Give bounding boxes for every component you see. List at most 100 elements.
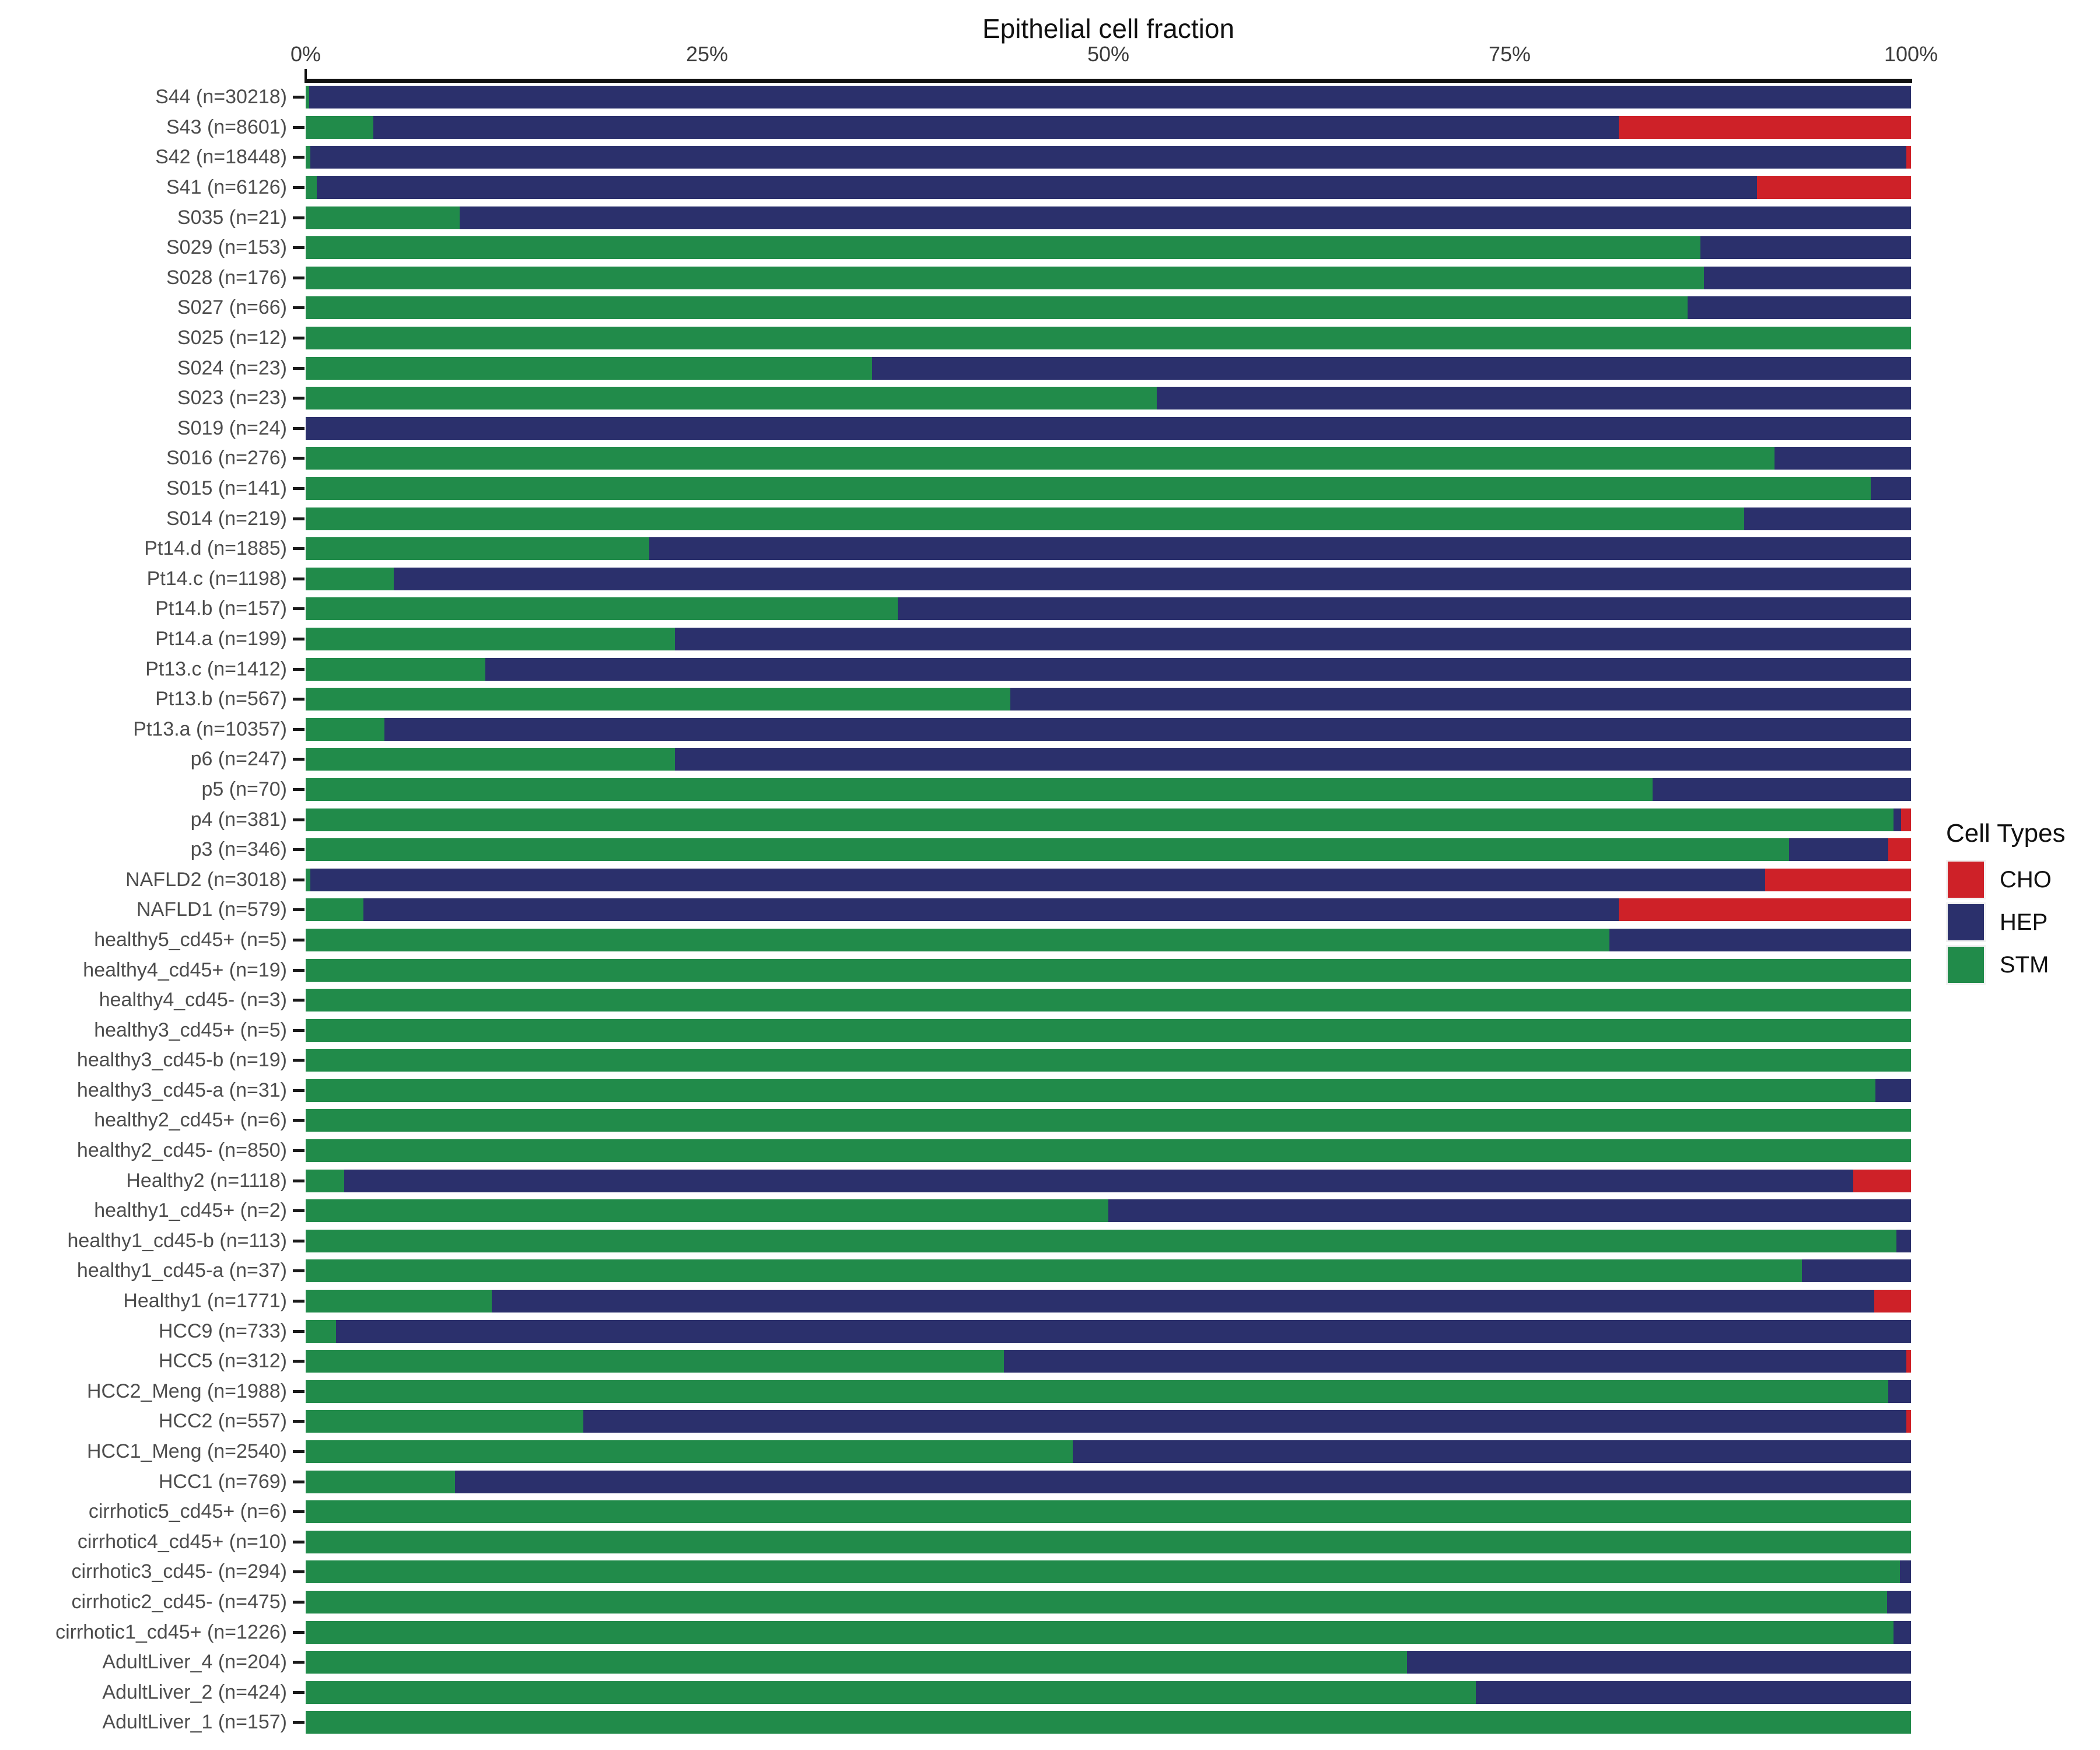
stacked-bar [306,958,1911,982]
bar-segment-hep [1801,1259,1911,1283]
chart-row: HCC2 (n=557) [0,1406,2100,1437]
chart-row: S024 (n=23) [0,353,2100,383]
row-label: AdultLiver_2 (n=424) [102,1681,287,1703]
y-tick-mark [293,1179,304,1182]
stacked-bar [306,1229,1911,1252]
bar-segment-stm [306,447,1775,470]
chart-row: Healthy2 (n=1118) [0,1166,2100,1196]
bar-segment-stm [306,356,873,380]
chart-row: HCC1_Meng (n=2540) [0,1437,2100,1467]
bar-segment-stm [306,958,1911,982]
row-label: healthy4_cd45+ (n=19) [83,958,287,981]
chart-row: S025 (n=12) [0,323,2100,354]
y-tick-mark [293,1540,304,1544]
bar-segment-hep [1875,1079,1911,1102]
row-label: HCC1_Meng (n=2540) [86,1440,287,1463]
bar-segment-stm [306,206,460,229]
bar-segment-stm [306,387,1157,410]
row-label: HCC1 (n=769) [158,1470,287,1493]
chart-row: healthy3_cd45+ (n=5) [0,1015,2100,1045]
row-label: Pt14.b (n=157) [155,597,287,620]
bar-segment-hep [344,1169,1853,1192]
bar-segment-hep [1871,477,1911,501]
stacked-bar [306,1259,1911,1283]
chart-row: Healthy1 (n=1771) [0,1286,2100,1317]
bar-segment-cho [1765,868,1911,891]
bar-segment-hep [384,718,1911,741]
stacked-bar [306,1470,1911,1493]
bar-segment-stm [306,1711,1911,1734]
bar-segment-hep [306,416,1911,440]
legend-item-hep: HEP [1946,902,2098,942]
y-tick-mark [293,1570,304,1574]
y-tick-mark [293,938,304,942]
stacked-bar [306,477,1911,501]
chart-row: cirrhotic5_cd45+ (n=6) [0,1497,2100,1527]
stacked-bar [306,176,1911,200]
y-tick-mark [293,246,304,250]
chart-row: S014 (n=219) [0,503,2100,534]
hep-swatch-icon [1948,904,1984,940]
stacked-bar [306,1560,1911,1584]
bar-segment-stm [306,1049,1911,1072]
row-label: S41 (n=6126) [166,176,287,199]
chart-row: cirrhotic3_cd45- (n=294) [0,1557,2100,1587]
row-label: Pt14.d (n=1885) [144,537,287,560]
y-tick-mark [293,1300,304,1303]
row-label: NAFLD1 (n=579) [136,898,287,921]
row-label: healthy1_cd45-b (n=113) [67,1229,287,1252]
bar-segment-stm [306,537,649,561]
y-tick-mark [293,1690,304,1694]
chart-row: Pt14.b (n=157) [0,594,2100,624]
stacked-bar [306,296,1911,320]
row-label: S027 (n=66) [177,296,287,319]
chart-row: healthy5_cd45+ (n=5) [0,925,2100,956]
bar-segment-stm [306,176,317,200]
bar-segment-cho [1901,808,1911,831]
x-axis: 0% 25% 50% 75% 100% [290,42,1938,83]
chart-row: S42 (n=18448) [0,142,2100,173]
bar-segment-hep [1899,1560,1911,1584]
row-label: Healthy1 (n=1771) [123,1290,287,1312]
bar-segment-stm [306,1109,1911,1132]
row-label: p6 (n=247) [190,748,287,771]
bar-segment-hep [1700,236,1911,260]
bar-segment-hep [1406,1651,1911,1674]
chart-row: S029 (n=153) [0,233,2100,263]
stacked-bar [306,206,1911,229]
row-label: p5 (n=70) [201,778,288,800]
stacked-bar [306,1350,1911,1373]
bar-segment-hep [1156,387,1911,410]
bar-segment-stm [306,1681,1476,1704]
bar-segment-stm [306,1620,1894,1644]
y-tick-mark [293,908,304,912]
bar-segment-hep [583,1410,1906,1433]
bar-segment-hep [1004,1350,1906,1373]
bar-segment-stm [306,928,1609,951]
y-tick-mark [293,968,304,972]
bar-segment-stm [306,567,394,590]
y-tick-mark [293,818,304,821]
stacked-bar [306,116,1911,139]
chart-title: Epithelial cell fraction [982,13,1235,44]
x-tick-label-75: 75% [1488,42,1531,66]
chart-row: S027 (n=66) [0,293,2100,323]
chart-row: Pt13.b (n=567) [0,684,2100,715]
bar-segment-hep [363,898,1619,922]
stacked-bar [306,1290,1911,1313]
bar-segment-stm [306,1590,1887,1614]
legend-item-label: STM [2000,951,2049,978]
stacked-bar [306,1079,1911,1102]
chart-row: S019 (n=24) [0,414,2100,444]
chart-row: S028 (n=176) [0,263,2100,293]
y-tick-mark [293,1721,304,1724]
chart-row: HCC9 (n=733) [0,1316,2100,1346]
stacked-bar [306,597,1911,621]
stacked-bar [306,657,1911,681]
bar-segment-stm [306,808,1894,831]
y-tick-mark [293,999,304,1002]
bar-segment-hep [674,748,1911,771]
bar-segment-stm [306,1470,455,1493]
bar-segment-stm [306,236,1701,260]
